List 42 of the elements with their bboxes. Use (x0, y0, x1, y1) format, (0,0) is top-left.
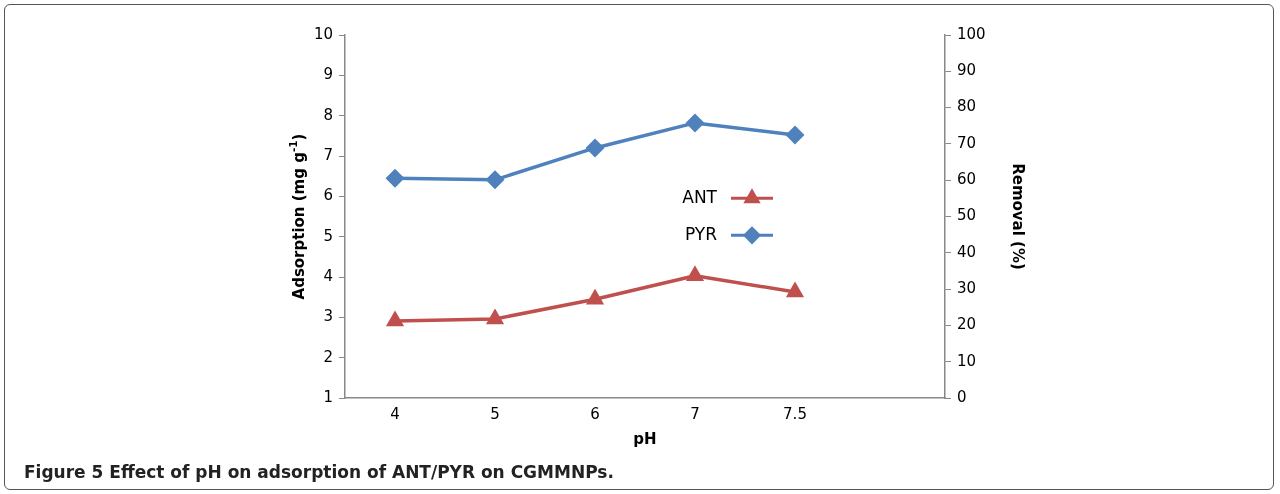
y-tick-label: 9 (323, 65, 333, 84)
y-axis-title: Adsorption (mg g-1) (286, 133, 308, 300)
y2-tick-label: 100 (957, 24, 986, 43)
y2-tick-label: 10 (957, 351, 977, 370)
legend-label: PYR (684, 223, 718, 244)
x-tick-label: 5 (490, 404, 500, 423)
x-tick-label: 4 (390, 404, 400, 423)
y2-tick-label: 70 (957, 133, 977, 152)
x-tick-label: 6 (590, 404, 600, 423)
y-tick-label: 4 (323, 266, 333, 285)
point (487, 310, 503, 325)
point (787, 283, 803, 298)
y-tick-label: 10 (313, 24, 333, 43)
point (586, 139, 604, 157)
point (786, 126, 804, 144)
y2-tick-label: 40 (957, 242, 977, 261)
point (587, 290, 603, 305)
x-tick-label: 7.5 (783, 404, 807, 423)
x-axis-title: pH (633, 429, 657, 448)
point (387, 312, 403, 327)
y2-tick-label: 0 (957, 387, 967, 406)
y2-tick-label: 60 (957, 170, 977, 189)
y2-tick-label: 90 (957, 61, 977, 80)
y2-tick-label: 80 (957, 97, 977, 116)
point (686, 114, 704, 132)
y-tick-label: 5 (323, 226, 333, 245)
point (486, 171, 504, 189)
y-tick-label: 2 (323, 347, 333, 366)
y2-axis-title: Removal (%) (1009, 163, 1028, 270)
y-tick-label: 6 (323, 186, 333, 205)
y-tick-label: 1 (323, 387, 333, 406)
y-tick-label: 7 (323, 145, 333, 164)
y2-tick-label: 20 (957, 315, 977, 334)
x-tick-label: 7 (690, 404, 700, 423)
y2-tick-label: 30 (957, 278, 977, 297)
y2-tick-label: 50 (957, 206, 977, 225)
legend-label: ANT (682, 186, 718, 207)
y-tick-label: 8 (323, 105, 333, 124)
y-tick-label: 3 (323, 307, 333, 326)
point (386, 169, 404, 187)
point (687, 267, 703, 282)
text: Figure 5 Effect of pH on adsorption of ANT/PYR on CGMMNPs. (24, 462, 614, 482)
